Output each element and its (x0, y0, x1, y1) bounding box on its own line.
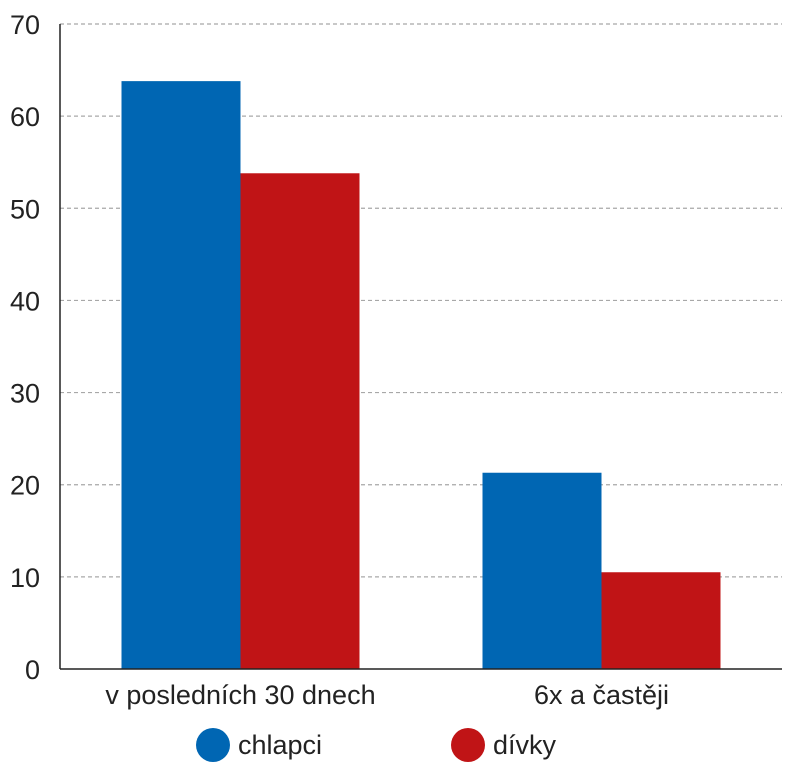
y-tick-label: 30 (10, 379, 40, 409)
y-tick-label: 10 (10, 563, 40, 593)
legend-label: dívky (493, 730, 557, 760)
x-category-label: 6x a častěji (534, 680, 669, 710)
y-axis-tick-labels: 0 10 20 30 40 50 60 70 (10, 10, 40, 685)
x-category-label: v posledních 30 dnech (105, 680, 375, 710)
y-tick-label: 40 (10, 286, 40, 316)
y-tick-label: 20 (10, 471, 40, 501)
bar-chlapci-1 (482, 472, 602, 669)
legend-marker-chlapci (196, 728, 230, 762)
bars (121, 81, 721, 670)
legend-marker-dívky (451, 728, 485, 762)
y-tick-label: 70 (10, 10, 40, 40)
x-axis-category-labels: v posledních 30 dnech 6x a častěji (105, 680, 669, 710)
legend-label: chlapci (238, 730, 322, 760)
bar-dívky-1 (601, 572, 721, 669)
legend: chlapci dívky (196, 728, 557, 762)
y-tick-label: 50 (10, 194, 40, 224)
bar-dívky-0 (240, 173, 360, 669)
y-tick-label: 0 (25, 655, 40, 685)
bar-chlapci-0 (121, 81, 241, 670)
y-tick-label: 60 (10, 102, 40, 132)
